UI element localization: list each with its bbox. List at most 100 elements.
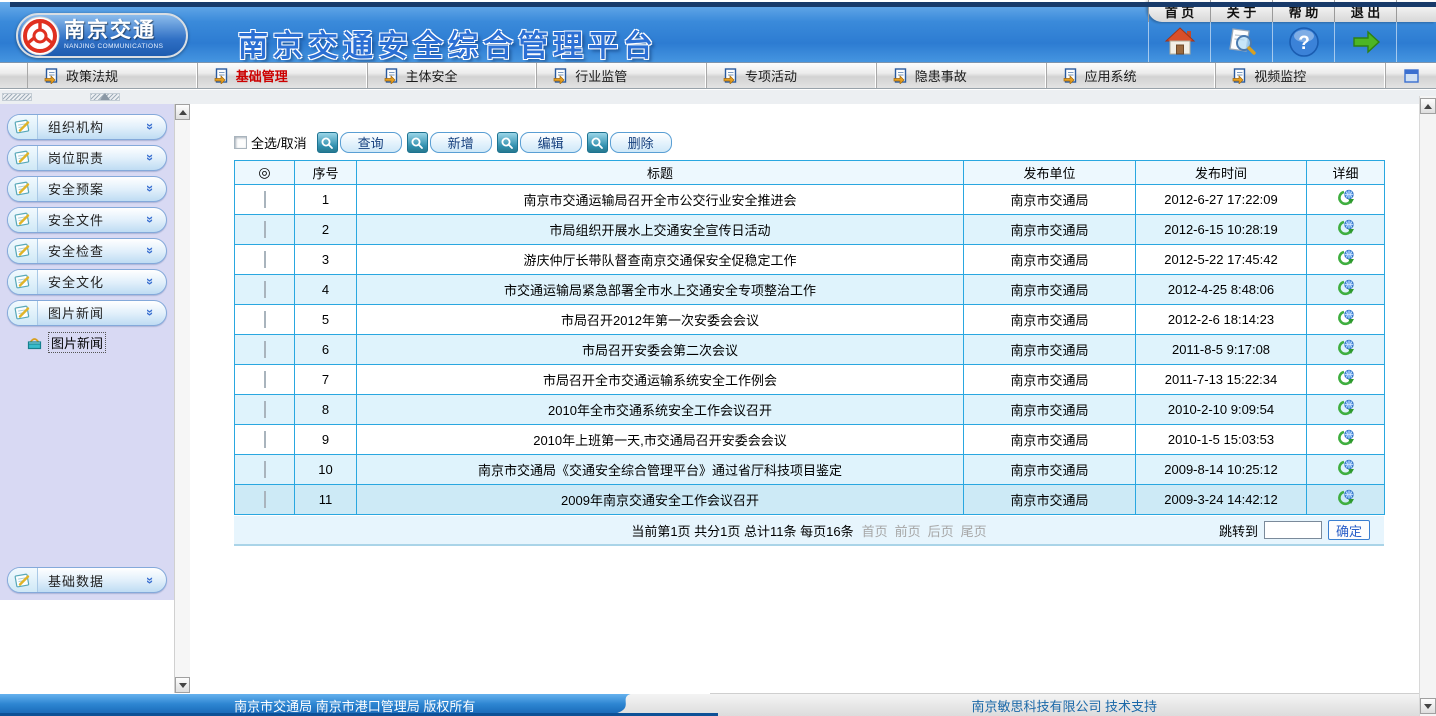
logout-button[interactable] — [1334, 22, 1396, 62]
row-checkbox[interactable] — [263, 341, 266, 358]
page-scroll-down-button[interactable] — [1420, 698, 1436, 714]
sidebar-group-label: 组织机构 — [48, 120, 105, 135]
about-button[interactable] — [1210, 22, 1272, 62]
menu-item-about[interactable]: 关 于 — [1210, 0, 1272, 22]
row-checkbox[interactable] — [263, 311, 266, 328]
sidebar-collapse-handle[interactable] — [0, 91, 185, 103]
nav-tab[interactable]: 主体安全 — [368, 63, 538, 88]
detail-icon[interactable] — [1337, 309, 1355, 327]
sidebar-group-button[interactable]: 安全检查 » — [7, 237, 167, 264]
footer-copyright: 南京市交通局 南京市港口管理局 版权所有 — [0, 693, 710, 716]
row-checkbox[interactable] — [263, 191, 266, 208]
row-checkbox[interactable] — [263, 491, 266, 508]
scroll-up-button[interactable] — [175, 104, 190, 120]
pagination-summary: 当前第1页 共分1页 总计11条 每页16条 — [631, 523, 854, 539]
sidebar-group-button[interactable]: 安全文化 » — [7, 268, 167, 295]
sidebar-group-button[interactable]: 安全预案 » — [7, 175, 167, 202]
toolbar-button[interactable]: 删除 — [586, 132, 672, 153]
row-publisher: 南京市交通局 — [963, 304, 1136, 335]
row-index: 3 — [294, 244, 357, 275]
sidebar-scrollbar[interactable] — [174, 104, 190, 693]
jump-page-input[interactable] — [1263, 521, 1322, 539]
table-row: 6 市局召开安委会第二次会议 南京市交通局 2011-8-5 9:17:08 — [234, 334, 1385, 365]
sidebar-group-button[interactable]: 岗位职责 » — [7, 144, 167, 171]
row-index: 2 — [294, 214, 357, 245]
row-checkbox[interactable] — [263, 371, 266, 388]
select-all-glyph: ◎ — [258, 164, 271, 180]
document-icon — [1232, 67, 1246, 84]
sidebar-group-button-base-data[interactable]: 基础数据 » — [7, 567, 167, 593]
detail-icon[interactable] — [1337, 279, 1355, 297]
toolbar-button-label: 查询 — [339, 132, 402, 153]
row-checkbox[interactable] — [263, 401, 266, 418]
detail-icon[interactable] — [1337, 339, 1355, 357]
menu-item-logout[interactable]: 退 出 — [1334, 0, 1396, 22]
table-row: 3 游庆仲厅长带队督查南京交通保安全促稳定工作 南京市交通局 2012-5-22… — [234, 244, 1385, 275]
toolbar-button[interactable]: 新增 — [406, 132, 492, 153]
pagination-link[interactable]: 后页 — [927, 523, 954, 539]
sidebar-group-button[interactable]: 安全文件 » — [7, 206, 167, 233]
nav-spacer — [0, 63, 28, 88]
toolbar-button[interactable]: 编辑 — [496, 132, 582, 153]
nav-tab-label: 视频监控 — [1254, 69, 1307, 84]
row-index: 6 — [294, 334, 357, 365]
nav-tab[interactable]: 基础管理 — [198, 63, 368, 88]
toolbar-button[interactable]: 查询 — [316, 132, 402, 153]
chevron-down-icon: » — [142, 246, 158, 255]
main-nav: 政策法规 基础管理 主体安全 — [0, 62, 1436, 89]
row-checkbox[interactable] — [263, 431, 266, 448]
nav-tab[interactable]: 视频监控 — [1216, 63, 1386, 88]
row-checkbox[interactable] — [263, 251, 266, 268]
help-button[interactable]: ? — [1272, 22, 1334, 62]
menu-item-help[interactable]: 帮 助 — [1272, 0, 1334, 22]
page-scrollbar[interactable] — [1419, 96, 1436, 716]
scroll-down-button[interactable] — [175, 677, 190, 693]
toolbar: 全选/取消 查询 — [234, 132, 677, 153]
nav-tab-label: 基础管理 — [235, 69, 288, 84]
row-checkbox[interactable] — [263, 281, 266, 298]
select-all-checkbox[interactable] — [234, 136, 247, 149]
row-publisher: 南京市交通局 — [963, 274, 1136, 305]
nav-tab[interactable]: 应用系统 — [1047, 63, 1217, 88]
sidebar-item-picture-news[interactable]: 图片新闻 — [26, 332, 107, 353]
menu-item-home[interactable]: 首 页 — [1148, 0, 1210, 22]
pagination-link[interactable]: 前页 — [894, 523, 921, 539]
detail-icon[interactable] — [1337, 489, 1355, 507]
help-icon: ? — [1288, 27, 1319, 57]
detail-icon[interactable] — [1337, 249, 1355, 267]
document-icon — [44, 67, 58, 84]
nav-tab[interactable]: 行业监管 — [537, 63, 707, 88]
window-toggle-button[interactable] — [1386, 63, 1436, 88]
nav-tab[interactable]: 政策法规 — [28, 63, 198, 88]
magnifier-icon — [586, 132, 608, 153]
chevron-down-icon: » — [142, 122, 158, 131]
pagination-link[interactable]: 尾页 — [960, 523, 987, 539]
detail-icon[interactable] — [1337, 219, 1355, 237]
splitter-strip — [0, 90, 1436, 104]
detail-icon[interactable] — [1337, 399, 1355, 417]
nav-tab[interactable]: 专项活动 — [707, 63, 877, 88]
table-row: 11 2009年南京交通安全工作会议召开 南京市交通局 2009-3-24 14… — [234, 484, 1385, 515]
home-button[interactable] — [1148, 22, 1210, 62]
top-menu-strip: 首 页 关 于 帮 助 退 出 — [1148, 0, 1436, 22]
row-time: 2012-2-6 18:14:23 — [1135, 304, 1307, 335]
nav-tab[interactable]: 隐患事故 — [877, 63, 1047, 88]
logo: 南京交通 NANJING COMMUNICATIONS — [16, 13, 188, 58]
notepad-icon — [8, 145, 38, 170]
detail-icon[interactable] — [1337, 429, 1355, 447]
detail-icon[interactable] — [1337, 459, 1355, 477]
document-icon — [893, 67, 906, 84]
sidebar-group-button[interactable]: 图片新闻 » — [7, 299, 167, 326]
sidebar-group-button[interactable]: 组织机构 » — [7, 113, 167, 140]
arrow-down-icon — [178, 682, 187, 688]
jump-controls: 跳转到 确定 — [1219, 520, 1370, 540]
pagination-link[interactable]: 首页 — [861, 523, 888, 539]
detail-icon[interactable] — [1337, 369, 1355, 387]
row-checkbox[interactable] — [263, 461, 266, 478]
header-publisher: 发布单位 — [963, 160, 1136, 185]
page-scroll-up-button[interactable] — [1420, 98, 1436, 114]
row-checkbox[interactable] — [263, 221, 266, 238]
detail-icon[interactable] — [1337, 189, 1355, 207]
nav-tab-label: 专项活动 — [745, 69, 798, 84]
confirm-button[interactable]: 确定 — [1327, 520, 1370, 540]
